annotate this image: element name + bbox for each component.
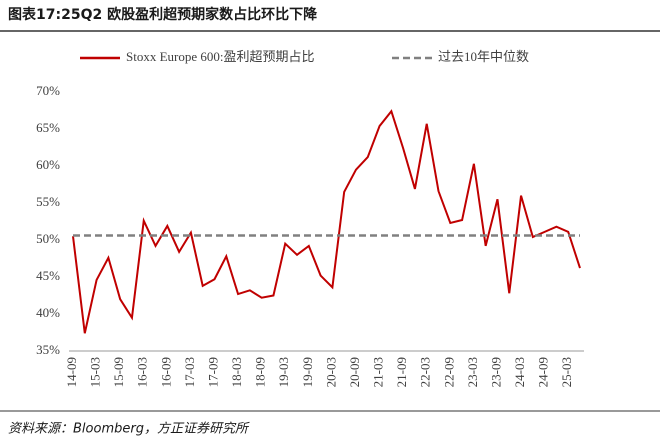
y-tick-label: 35% xyxy=(36,342,60,357)
x-tick-label: 18-09 xyxy=(253,357,268,387)
x-tick-label: 19-03 xyxy=(276,357,291,387)
x-tick-label: 15-09 xyxy=(111,357,126,387)
chart-title: 图表17:25Q2 欧股盈利超预期家数占比环比下降 xyxy=(8,6,318,23)
x-tick-label: 17-03 xyxy=(182,357,197,387)
x-tick-label: 15-03 xyxy=(88,357,103,387)
y-tick-label: 55% xyxy=(36,194,60,209)
y-tick-label: 60% xyxy=(36,157,60,172)
series-line xyxy=(72,109,581,334)
x-tick-label: 20-09 xyxy=(347,357,362,387)
x-tick-label: 14-09 xyxy=(64,357,79,387)
y-tick-label: 65% xyxy=(36,120,60,135)
x-tick-label: 17-09 xyxy=(205,357,220,387)
x-tick-label: 25-03 xyxy=(559,357,574,387)
x-tick-label: 18-03 xyxy=(229,357,244,387)
y-tick-label: 50% xyxy=(36,231,60,246)
x-tick-label: 24-09 xyxy=(536,357,551,387)
y-tick-label: 40% xyxy=(36,305,60,320)
source: 资料来源：Bloomberg，方正证券研究所 xyxy=(8,421,250,437)
x-tick-label: 21-09 xyxy=(394,357,409,387)
legend-label: 过去10年中位数 xyxy=(438,49,529,64)
x-tick-label: 19-09 xyxy=(300,357,315,387)
x-tick-label: 23-03 xyxy=(465,357,480,387)
x-tick-label: 21-03 xyxy=(371,357,386,387)
legend-label: Stoxx Europe 600:盈利超预期占比 xyxy=(126,49,315,64)
x-tick-label: 16-09 xyxy=(158,357,173,387)
x-tick-label: 22-03 xyxy=(418,357,433,387)
x-tick-label: 22-09 xyxy=(441,357,456,387)
x-tick-label: 23-09 xyxy=(488,357,503,387)
y-tick-label: 70% xyxy=(36,83,60,98)
y-tick-label: 45% xyxy=(36,268,60,283)
x-tick-label: 24-03 xyxy=(512,357,527,387)
x-tick-label: 20-03 xyxy=(323,357,338,387)
x-tick-label: 16-03 xyxy=(135,357,150,387)
